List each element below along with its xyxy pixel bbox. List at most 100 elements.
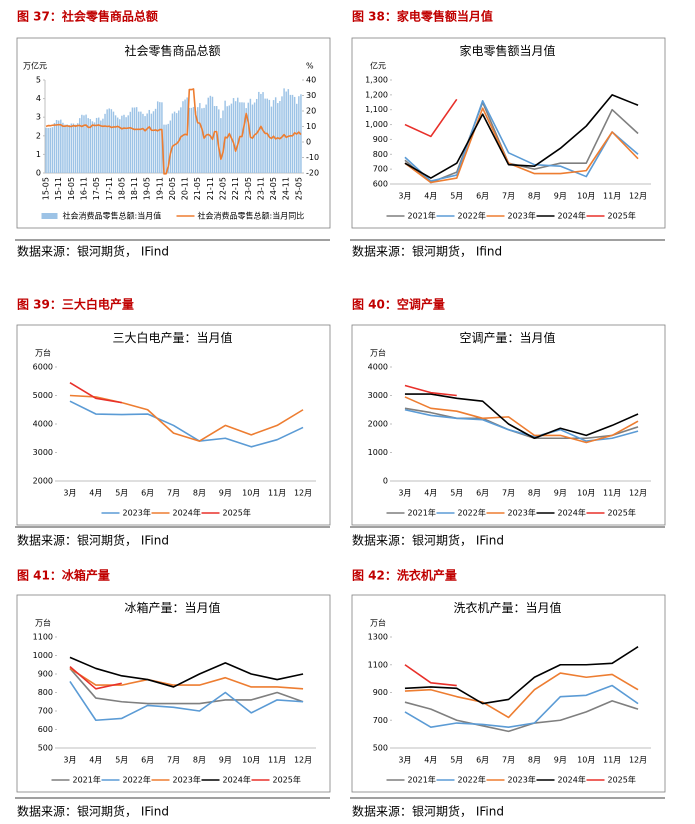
bar [127,115,129,173]
x-tick-label: 6月 [141,489,154,498]
bar [116,117,119,173]
x-tick-label: 3月 [398,756,411,765]
source-note: 数据来源：银河期货， IFind [17,804,169,819]
x-tick-label: 10月 [577,489,595,498]
chart-frame [351,594,666,793]
bar [205,104,207,173]
legend-label: 社会消费品零售总额:当月同比 [198,211,305,221]
bar [97,117,100,173]
bar [283,88,285,173]
y-axis-unit: 万亿元 [23,61,47,71]
x-tick-label: 10月 [242,756,260,765]
bar [100,120,102,173]
series-line [69,381,122,404]
x-tick-label: 9月 [219,489,232,498]
bar [85,114,87,173]
bar [192,106,195,173]
y-tick-label: 2 [36,131,41,140]
x-tick-label: 22-11 [231,177,240,200]
legend-label: 2022年 [458,775,486,785]
legend-label: 2025年 [223,508,251,518]
bar [121,115,123,173]
series-line [404,393,639,440]
figure-heading: 图 39：三大白电产量 [17,297,134,312]
y-tick-label: 3000 [368,391,388,400]
y-tick-label: 600 [373,180,388,189]
legend-label: 2024年 [558,508,586,518]
x-tick-label: 4月 [424,489,437,498]
x-tick-label: 15-11 [54,177,63,200]
bar [60,119,62,173]
x-tick-label: 24-05 [269,177,278,200]
bar [165,124,167,173]
source-note: 数据来源：银河期货， IFind [17,244,169,259]
bar [49,127,52,173]
y-tick-label: 1,200 [365,90,388,99]
bar [110,109,113,173]
bar [167,123,169,173]
x-tick-label: 8月 [193,756,206,765]
bar [108,108,110,173]
bar [247,102,250,173]
x-tick-label: 3月 [63,756,76,765]
x-tick-label: 3月 [398,489,411,498]
x-tick-label: 7月 [167,489,180,498]
x-tick-label: 12月 [629,489,647,498]
bar [72,123,75,173]
bar [245,108,247,173]
x-tick-label: 10月 [577,756,595,765]
chart-title: 三大白电产量：当月值 [112,330,232,345]
x-tick-label: 22-05 [219,177,228,200]
y-tick-label: 700 [38,707,53,716]
bar [289,94,292,173]
legend-label: 2023年 [508,775,536,785]
series-line [404,672,639,719]
legend-label: 2023年 [173,775,201,785]
bar [241,102,243,173]
bar [228,105,231,173]
x-tick-label: 11月 [603,756,621,765]
series-line [404,94,639,179]
y-tick-label: 1100 [368,660,388,669]
x-tick-label: 18-05 [117,177,126,200]
x-tick-label: 6月 [476,192,489,201]
y2-tick-label: 40 [306,76,316,85]
y-tick-label: 500 [373,744,388,753]
y-tick-label: 800 [373,150,388,159]
x-tick-label: 11月 [603,192,621,201]
bar [291,94,294,173]
y-tick-label: 6000 [33,363,53,372]
x-tick-label: 9月 [554,192,567,201]
y-axis-unit: 万台 [35,618,51,628]
x-tick-label: 12月 [294,756,312,765]
legend-label: 2021年 [408,508,436,518]
legend-label: 2025年 [608,508,636,518]
y-tick-label: 1,100 [365,105,388,114]
bar [218,109,220,173]
bar [135,107,138,173]
series-line [404,646,639,705]
legend-label: 2022年 [458,508,486,518]
series-line [69,656,304,688]
bar [106,109,108,173]
x-tick-label: 11月 [268,489,286,498]
series-line [404,384,457,397]
y-tick-label: 5 [36,76,41,85]
bar [146,113,148,173]
series-line [69,400,304,448]
bar [188,107,191,173]
bar [173,111,176,173]
bar [62,122,64,173]
legend-label: 2025年 [273,775,301,785]
bar [125,117,127,173]
bar [152,111,155,173]
series-line [69,667,304,705]
x-tick-label: 11月 [603,489,621,498]
bar [81,114,83,173]
x-tick-label: 16-05 [67,177,76,200]
bar [55,119,58,173]
bar [53,122,56,173]
x-tick-label: 5月 [450,192,463,201]
